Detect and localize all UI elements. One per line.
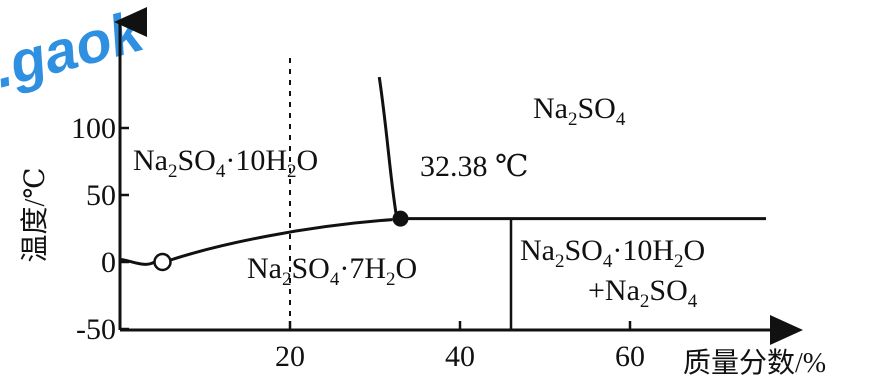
open-circle-point xyxy=(153,252,172,272)
y-tick-label: 0 xyxy=(101,246,116,279)
x-tick-label: 20 xyxy=(275,340,305,373)
watermark-text: .gaok xyxy=(0,0,152,101)
heptahydrate-boundary-curve xyxy=(170,218,393,262)
region-label-mixture-line2: +Na2SO4 xyxy=(588,274,698,312)
region-label-heptahydrate: Na2SO4·7H2O xyxy=(247,252,417,290)
y-tick-label: 50 xyxy=(86,179,116,212)
decahydrate-boundary-curve xyxy=(377,76,399,223)
filled-circle-point xyxy=(392,210,409,227)
x-axis-title: 质量分数/% xyxy=(683,347,826,379)
y-tick-label: 100 xyxy=(71,112,116,145)
x-tick-label: 60 xyxy=(615,340,645,373)
region-label-anhydrous: Na2SO4 xyxy=(533,92,626,130)
y-axis-title: 温度/℃ xyxy=(19,167,51,262)
y-ticks: 100 50 0 -50 xyxy=(71,112,129,346)
y-tick-label: -50 xyxy=(76,313,116,346)
transition-temperature-label: 32.38 ℃ xyxy=(420,150,529,183)
x-tick-label: 40 xyxy=(445,340,475,373)
left-boundary-curve xyxy=(119,257,156,266)
region-label-mixture-line1: Na2SO4·10H2O xyxy=(520,234,705,272)
region-label-decahydrate: Na2SO4·10H2O xyxy=(133,144,318,182)
x-ticks: 20 40 60 xyxy=(275,321,645,373)
